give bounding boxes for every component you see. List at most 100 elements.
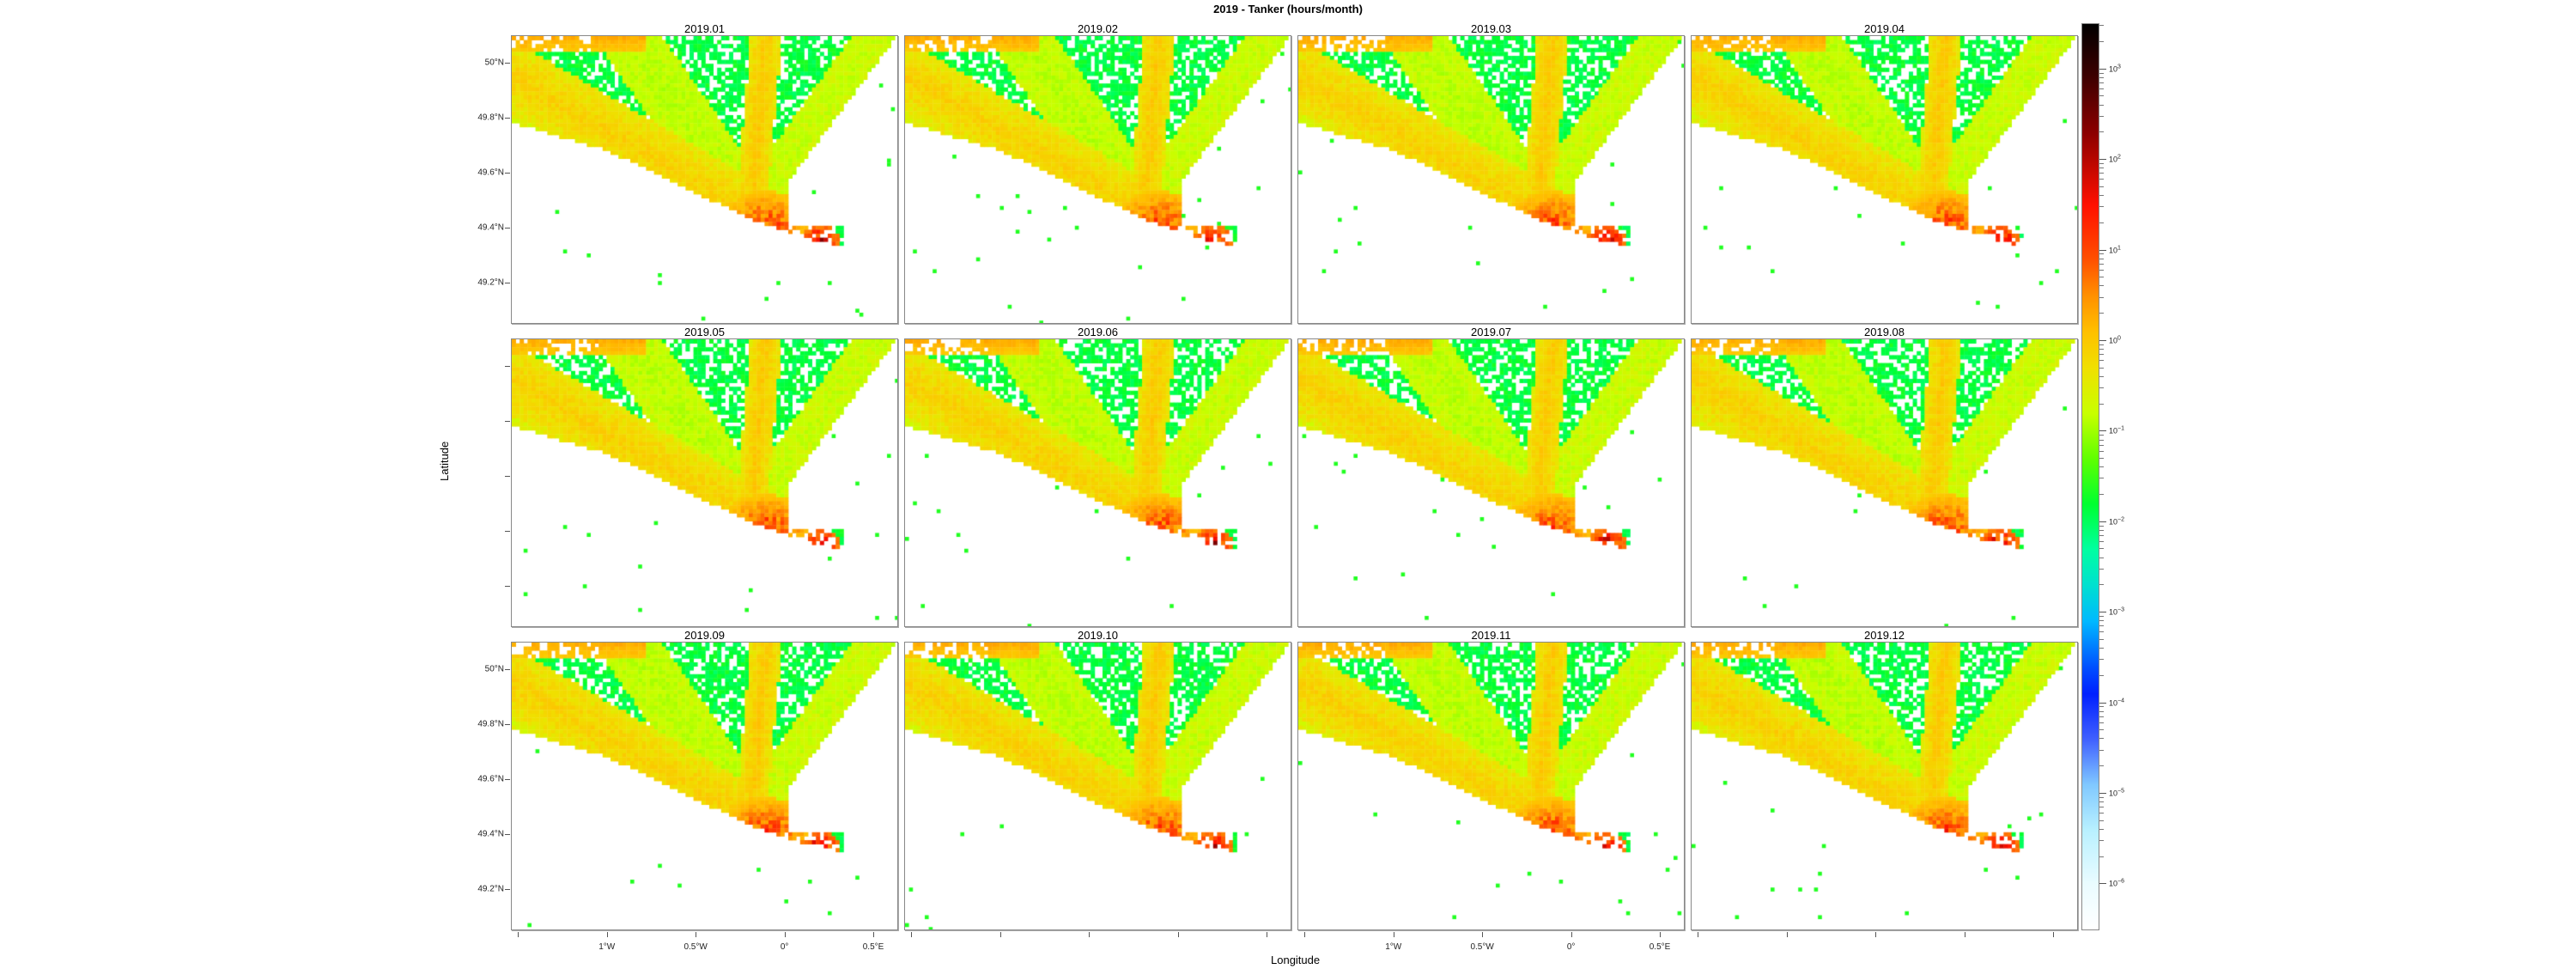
colorbar-minor-tick bbox=[2099, 186, 2104, 187]
colorbar-minor-tick bbox=[2099, 222, 2104, 223]
y-tick-label: 50°N bbox=[484, 58, 504, 68]
colorbar-minor-tick bbox=[2099, 541, 2104, 543]
panel-frame bbox=[511, 35, 898, 324]
colorbar-minor-tick bbox=[2099, 269, 2104, 271]
colorbar-minor-tick bbox=[2099, 344, 2104, 345]
colorbar-minor-tick bbox=[2099, 493, 2104, 495]
colorbar-minor-tick bbox=[2099, 367, 2104, 369]
panel-2019-02: 2019.02 bbox=[904, 22, 1291, 324]
panel-frame bbox=[1691, 35, 2078, 324]
colorbar-tick bbox=[2099, 521, 2106, 522]
colorbar-tick-label: 102 bbox=[2109, 154, 2121, 164]
colorbar-minor-tick bbox=[2099, 76, 2104, 78]
colorbar-minor-tick bbox=[2099, 435, 2104, 436]
heatmap-cells bbox=[512, 36, 897, 323]
colorbar-minor-tick bbox=[2099, 722, 2104, 723]
colorbar-minor-tick bbox=[2099, 104, 2104, 106]
colorbar-minor-tick bbox=[2099, 529, 2104, 531]
colorbar-tick-label: 100 bbox=[2109, 335, 2121, 345]
panel-2019-06: 2019.06 bbox=[904, 326, 1291, 627]
colorbar-minor-tick bbox=[2099, 360, 2104, 362]
colorbar bbox=[2081, 23, 2099, 930]
colorbar-minor-tick bbox=[2099, 439, 2104, 441]
x-tick bbox=[911, 932, 913, 937]
colorbar-minor-tick bbox=[2099, 840, 2104, 841]
colorbar-minor-tick bbox=[2099, 206, 2104, 208]
panel-2019-05: 2019.05 bbox=[505, 326, 898, 627]
colorbar-minor-tick bbox=[2099, 813, 2104, 814]
panel-title: 2019.09 bbox=[684, 629, 725, 642]
colorbar-tick bbox=[2099, 339, 2106, 341]
colorbar-minor-tick bbox=[2099, 387, 2104, 388]
y-tick bbox=[505, 669, 510, 670]
y-axis-label: Latitude bbox=[438, 441, 451, 481]
x-tick bbox=[606, 932, 608, 937]
colorbar-minor-tick bbox=[2099, 263, 2104, 265]
y-tick bbox=[505, 724, 510, 725]
colorbar-minor-tick bbox=[2099, 72, 2104, 74]
y-tick-label: 50°N bbox=[484, 664, 504, 674]
colorbar-tick-label: 10−5 bbox=[2109, 788, 2124, 798]
colorbar-minor-tick bbox=[2099, 131, 2104, 133]
colorbar-minor-tick bbox=[2099, 615, 2104, 617]
colorbar-minor-tick bbox=[2099, 285, 2104, 287]
colorbar-minor-tick bbox=[2099, 796, 2104, 798]
colorbar-tick bbox=[2099, 430, 2106, 432]
panel-title: 2019.12 bbox=[1864, 629, 1905, 642]
panel-title: 2019.05 bbox=[684, 326, 725, 338]
colorbar-minor-tick bbox=[2099, 548, 2104, 550]
panel-title: 2019.03 bbox=[1471, 22, 1511, 35]
colorbar-minor-tick bbox=[2099, 349, 2104, 350]
colorbar-minor-tick bbox=[2099, 749, 2104, 751]
colorbar-minor-tick bbox=[2099, 765, 2104, 767]
colorbar-minor-tick bbox=[2099, 674, 2104, 676]
colorbar-minor-tick bbox=[2099, 162, 2104, 164]
x-tick-label: 0.5°W bbox=[1470, 942, 1494, 952]
panel-frame bbox=[1297, 642, 1685, 930]
panel-2019-08: 2019.08 bbox=[1691, 326, 2078, 627]
panel-title: 2019.08 bbox=[1864, 326, 1905, 338]
panel-title: 2019.11 bbox=[1471, 629, 1511, 642]
x-tick bbox=[1482, 932, 1484, 937]
colorbar-minor-tick bbox=[2099, 88, 2104, 90]
colorbar-minor-tick bbox=[2099, 40, 2104, 42]
x-tick bbox=[1089, 932, 1091, 937]
y-tick bbox=[505, 118, 510, 119]
x-axis-label: Longitude bbox=[1271, 954, 1321, 966]
x-tick bbox=[784, 932, 786, 937]
colorbar-minor-tick bbox=[2099, 716, 2104, 717]
colorbar-minor-tick bbox=[2099, 659, 2104, 661]
y-tick-label: 49.8°N bbox=[477, 719, 504, 729]
colorbar-tick-label: 10−4 bbox=[2109, 698, 2124, 707]
panel-2019-09: 2019.09 50°N 49.8°N 49.6°N 49.4°N 49.2°N 1°W 0.… bbox=[477, 629, 898, 952]
panel-frame bbox=[511, 338, 898, 627]
colorbar-minor-tick bbox=[2099, 296, 2104, 298]
x-tick bbox=[873, 932, 875, 937]
heatmap-cells bbox=[1692, 339, 2077, 626]
x-tick bbox=[1177, 932, 1179, 937]
x-tick bbox=[2053, 932, 2055, 937]
colorbar-minor-tick bbox=[2099, 25, 2104, 27]
colorbar-minor-tick bbox=[2099, 706, 2104, 708]
y-tick bbox=[505, 586, 510, 587]
panel-2019-03: 2019.03 bbox=[1297, 22, 1685, 324]
panel-2019-10: 2019.10 bbox=[904, 629, 1291, 937]
heatmap-cells bbox=[905, 643, 1291, 929]
heatmap-cells bbox=[905, 339, 1291, 626]
y-tick-label: 49.2°N bbox=[477, 884, 504, 894]
y-tick bbox=[505, 366, 510, 367]
y-tick bbox=[505, 173, 510, 174]
colorbar-tick bbox=[2099, 249, 2106, 251]
chart-title: 2019 - Tanker (hours/month) bbox=[1213, 3, 1363, 15]
x-tick bbox=[1571, 932, 1572, 937]
colorbar-minor-tick bbox=[2099, 620, 2104, 622]
colorbar-minor-tick bbox=[2099, 625, 2104, 627]
y-tick bbox=[505, 889, 510, 890]
colorbar-minor-tick bbox=[2099, 738, 2104, 740]
y-tick bbox=[505, 228, 510, 229]
colorbar-minor-tick bbox=[2099, 179, 2104, 180]
colorbar-minor-tick bbox=[2099, 375, 2104, 377]
heatmap-cells bbox=[1692, 643, 2077, 929]
panel-frame bbox=[1691, 642, 2078, 930]
panel-2019-07: 2019.07 bbox=[1297, 326, 1685, 627]
